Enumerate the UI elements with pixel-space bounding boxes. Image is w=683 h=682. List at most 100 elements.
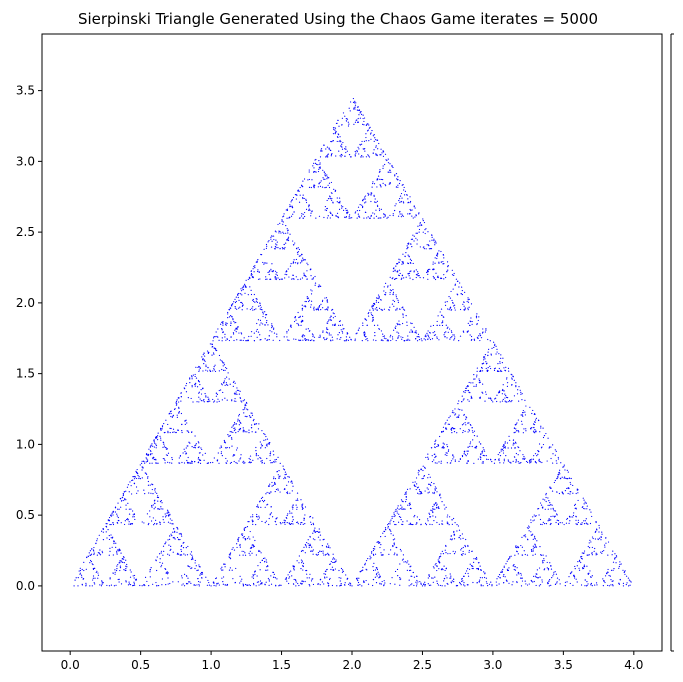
scatter-point bbox=[536, 569, 538, 571]
scatter-point bbox=[326, 199, 328, 202]
scatter-point bbox=[240, 290, 243, 292]
scatter-point bbox=[535, 584, 537, 587]
scatter-point bbox=[561, 476, 563, 478]
scatter-point bbox=[493, 369, 496, 372]
scatter-point bbox=[451, 274, 454, 276]
scatter-point bbox=[178, 410, 180, 413]
scatter-point bbox=[340, 156, 342, 158]
scatter-point bbox=[301, 504, 303, 506]
scatter-point bbox=[416, 273, 418, 275]
scatter-point bbox=[186, 459, 188, 462]
scatter-point bbox=[178, 553, 180, 555]
scatter-point bbox=[376, 204, 379, 206]
scatter-point bbox=[468, 422, 470, 424]
scatter-point bbox=[581, 558, 583, 560]
scatter-point bbox=[467, 431, 469, 433]
scatter-point bbox=[488, 583, 491, 585]
scatter-point bbox=[272, 576, 275, 578]
scatter-point bbox=[279, 230, 281, 233]
scatter-point bbox=[145, 454, 148, 456]
scatter-point bbox=[441, 568, 443, 570]
scatter-point bbox=[200, 573, 202, 575]
scatter-point bbox=[362, 324, 364, 327]
scatter-point bbox=[431, 236, 433, 238]
scatter-point bbox=[387, 524, 389, 526]
scatter-point bbox=[156, 584, 158, 587]
scatter-point bbox=[484, 331, 486, 333]
scatter-point bbox=[296, 521, 298, 524]
scatter-point bbox=[371, 306, 373, 308]
scatter-point bbox=[177, 538, 180, 540]
scatter-point bbox=[476, 582, 478, 584]
scatter-point bbox=[365, 140, 367, 142]
scatter-point bbox=[348, 583, 350, 585]
scatter-point bbox=[153, 441, 155, 443]
scatter-point bbox=[559, 477, 562, 479]
scatter-point bbox=[370, 557, 372, 559]
scatter-point bbox=[521, 393, 523, 395]
scatter-point bbox=[282, 248, 284, 250]
scatter-point bbox=[124, 520, 126, 522]
scatter-point bbox=[588, 542, 590, 544]
scatter-point bbox=[290, 324, 292, 326]
scatter-point bbox=[121, 500, 123, 502]
scatter-point bbox=[324, 205, 327, 208]
scatter-point bbox=[430, 484, 432, 487]
scatter-point bbox=[446, 261, 449, 263]
scatter-point bbox=[269, 483, 271, 485]
scatter-point bbox=[382, 178, 384, 181]
scatter-point bbox=[534, 515, 536, 517]
scatter-point bbox=[499, 362, 501, 364]
scatter-point bbox=[465, 416, 467, 418]
scatter-point bbox=[226, 399, 228, 401]
scatter-point bbox=[373, 195, 375, 197]
scatter-point bbox=[431, 510, 433, 512]
scatter-point bbox=[79, 569, 82, 572]
scatter-point bbox=[240, 400, 242, 402]
scatter-point bbox=[250, 270, 253, 272]
scatter-point bbox=[434, 456, 436, 459]
scatter-point bbox=[266, 561, 268, 563]
scatter-point bbox=[590, 584, 592, 586]
scatter-point bbox=[549, 523, 551, 526]
scatter-point bbox=[240, 293, 242, 295]
scatter-point bbox=[348, 107, 350, 109]
scatter-point bbox=[559, 583, 561, 585]
scatter-point bbox=[318, 286, 320, 288]
scatter-point bbox=[242, 285, 245, 287]
scatter-point bbox=[312, 334, 314, 336]
scatter-point bbox=[554, 510, 557, 512]
scatter-point bbox=[340, 337, 342, 339]
scatter-point bbox=[238, 415, 240, 417]
scatter-point bbox=[491, 347, 493, 349]
scatter-point bbox=[222, 391, 224, 394]
scatter-point bbox=[336, 585, 338, 587]
scatter-point bbox=[407, 243, 410, 245]
scatter-point bbox=[221, 321, 223, 323]
scatter-point bbox=[118, 508, 120, 510]
scatter-point bbox=[375, 153, 377, 155]
scatter-point bbox=[403, 277, 405, 279]
scatter-point bbox=[195, 382, 197, 384]
scatter-point bbox=[439, 495, 441, 497]
scatter-point bbox=[364, 195, 367, 197]
scatter-point bbox=[452, 550, 454, 552]
scatter-point bbox=[517, 553, 519, 555]
scatter-point bbox=[438, 339, 440, 341]
scatter-point bbox=[326, 337, 328, 340]
scatter-point bbox=[377, 175, 380, 177]
scatter-point bbox=[236, 387, 238, 389]
scatter-point bbox=[161, 425, 164, 427]
scatter-point bbox=[557, 523, 560, 526]
scatter-point bbox=[332, 561, 334, 564]
scatter-point bbox=[225, 366, 227, 369]
scatter-point bbox=[541, 579, 543, 581]
scatter-point bbox=[389, 214, 391, 217]
scatter-point bbox=[295, 499, 297, 502]
scatter-point bbox=[411, 330, 413, 332]
scatter-point bbox=[319, 185, 322, 187]
scatter-point bbox=[146, 580, 148, 583]
scatter-point bbox=[373, 302, 376, 305]
scatter-point bbox=[80, 574, 83, 576]
scatter-point bbox=[482, 363, 484, 365]
